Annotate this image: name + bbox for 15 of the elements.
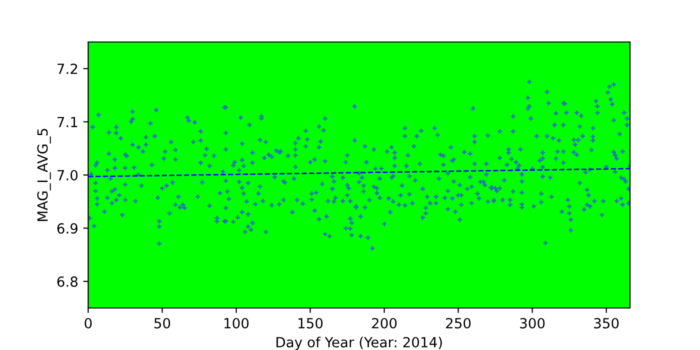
x-tick-label: 50 <box>154 318 170 328</box>
x-tick-label: 350 <box>594 318 619 328</box>
x-tick-label: 150 <box>298 318 323 328</box>
y-tick-label: 6.9 <box>57 223 78 234</box>
y-tick-label: 7.0 <box>58 170 78 180</box>
x-tick-label: 100 <box>224 318 249 328</box>
y-tick-label: 6.8 <box>57 276 78 287</box>
x-tick-label: 0 <box>84 318 92 328</box>
y-tick-label: 7.2 <box>58 64 78 74</box>
x-axis-title: Day of Year (Year: 2014) <box>276 336 442 350</box>
x-tick-label: 200 <box>372 318 397 328</box>
x-tick-label: 300 <box>520 318 545 328</box>
x-tick-label: 250 <box>446 318 471 328</box>
y-tick-label: 7.1 <box>58 116 78 128</box>
y-axis-title: MAG_I_AVG_5 <box>37 128 51 221</box>
